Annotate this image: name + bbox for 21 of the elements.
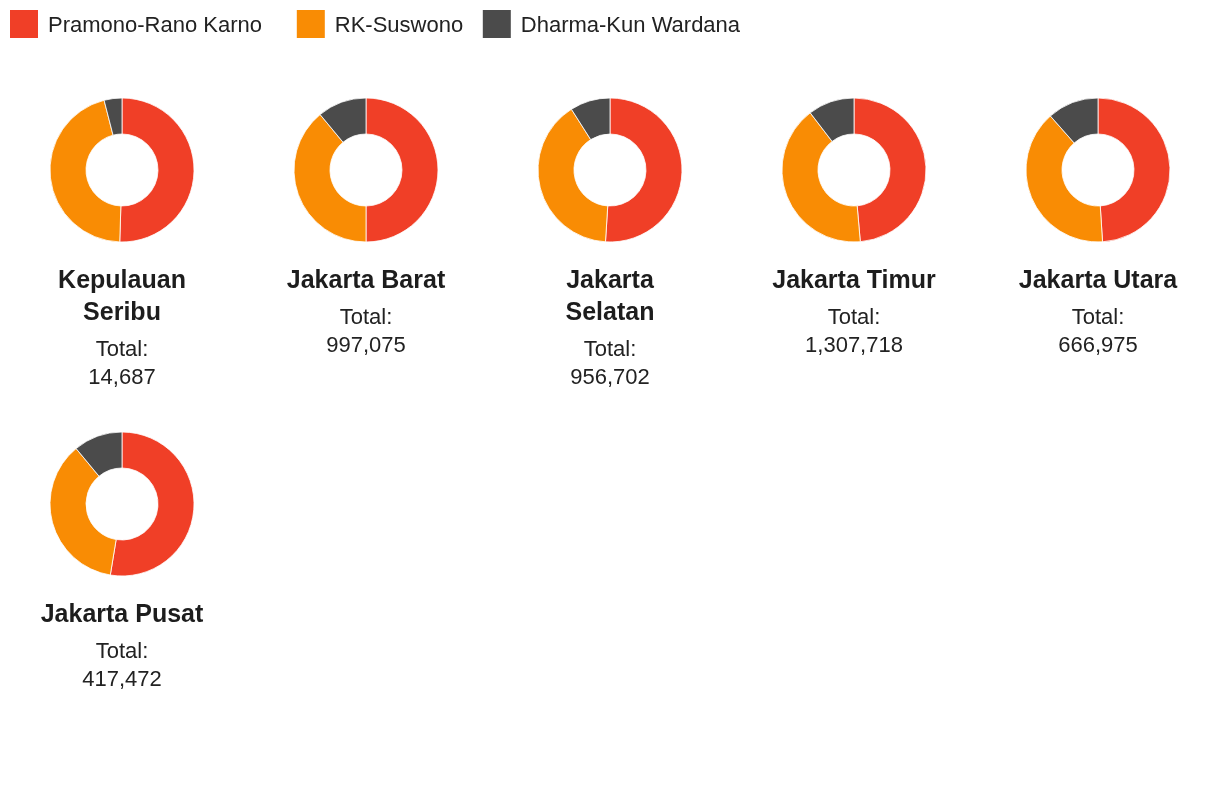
text: 417,472	[82, 666, 162, 691]
text: Total:	[827, 304, 881, 329]
text: Total:	[95, 336, 149, 361]
text: Jakarta Timur	[772, 265, 937, 293]
text: Jakarta Barat	[286, 265, 446, 293]
legend-label: Pramono-Rano Karno	[48, 12, 263, 37]
text: Jakarta Selatan	[565, 265, 655, 325]
text: 997,075	[326, 332, 406, 357]
text: Total:	[95, 638, 149, 663]
text: 1,307,718	[805, 332, 903, 357]
text: 956,702	[570, 364, 650, 389]
text: 14,687	[88, 364, 156, 389]
text: 666,975	[1058, 332, 1138, 357]
text: Total:	[1071, 304, 1125, 329]
text: Kepulauan Seribu	[58, 265, 186, 325]
legend-label: RK-Suswono	[334, 12, 464, 37]
text: Total:	[339, 304, 393, 329]
text: Jakarta Pusat	[40, 599, 204, 627]
text: Jakarta Utara	[1018, 265, 1179, 293]
text: Total:	[583, 336, 637, 361]
legend-label: Dharma-Kun Wardana	[520, 12, 741, 37]
